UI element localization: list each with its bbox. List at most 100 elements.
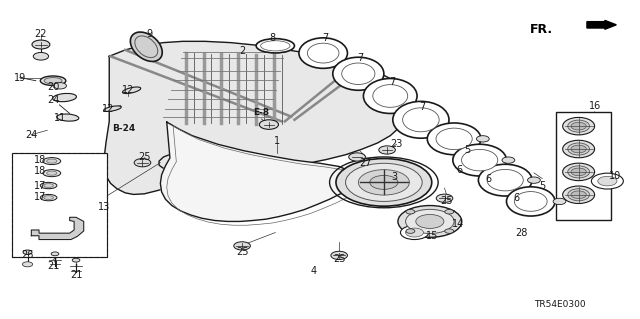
Ellipse shape xyxy=(506,187,555,216)
Circle shape xyxy=(406,209,454,234)
Circle shape xyxy=(398,205,462,237)
Circle shape xyxy=(527,177,540,183)
Text: B-24: B-24 xyxy=(112,124,135,133)
Text: TR54E0300: TR54E0300 xyxy=(534,300,586,309)
Ellipse shape xyxy=(568,120,589,132)
Polygon shape xyxy=(104,41,408,195)
Ellipse shape xyxy=(44,78,62,84)
Text: 25: 25 xyxy=(236,247,248,257)
Circle shape xyxy=(406,228,424,237)
FancyArrow shape xyxy=(587,20,616,29)
Ellipse shape xyxy=(260,41,290,51)
Ellipse shape xyxy=(568,189,589,201)
Text: 27: 27 xyxy=(360,158,372,168)
Circle shape xyxy=(259,120,278,129)
Ellipse shape xyxy=(364,78,417,114)
Ellipse shape xyxy=(563,140,595,158)
Text: 5: 5 xyxy=(465,145,470,155)
Ellipse shape xyxy=(436,128,472,150)
Ellipse shape xyxy=(373,85,408,107)
Ellipse shape xyxy=(299,38,348,68)
Ellipse shape xyxy=(43,170,61,177)
Text: 26: 26 xyxy=(21,250,34,260)
Circle shape xyxy=(416,214,444,228)
Circle shape xyxy=(445,229,454,233)
Ellipse shape xyxy=(51,252,59,256)
Text: E-8: E-8 xyxy=(253,108,269,117)
Ellipse shape xyxy=(333,57,384,90)
Text: 6: 6 xyxy=(456,165,462,175)
Text: 21: 21 xyxy=(47,261,60,271)
Polygon shape xyxy=(31,217,84,240)
Ellipse shape xyxy=(135,36,157,57)
Circle shape xyxy=(134,159,151,167)
Ellipse shape xyxy=(307,43,339,63)
Ellipse shape xyxy=(403,108,439,132)
Circle shape xyxy=(346,163,422,201)
Bar xyxy=(556,112,611,220)
Text: 12: 12 xyxy=(122,85,134,95)
Text: 16: 16 xyxy=(588,101,601,111)
Text: 5: 5 xyxy=(539,181,545,190)
Ellipse shape xyxy=(563,186,595,204)
Ellipse shape xyxy=(57,114,79,121)
Text: 20: 20 xyxy=(47,82,60,92)
Circle shape xyxy=(22,262,33,267)
Text: 18: 18 xyxy=(34,155,47,165)
Ellipse shape xyxy=(563,117,595,135)
Text: 8: 8 xyxy=(269,33,276,43)
Text: 6: 6 xyxy=(485,174,491,184)
Text: 2: 2 xyxy=(239,46,245,56)
Text: FR.: FR. xyxy=(530,23,553,36)
Text: 28: 28 xyxy=(515,228,527,238)
Ellipse shape xyxy=(568,166,589,178)
Text: 7: 7 xyxy=(419,102,426,112)
Circle shape xyxy=(553,198,566,204)
Ellipse shape xyxy=(104,106,122,111)
Text: 24: 24 xyxy=(25,130,38,140)
Text: 11: 11 xyxy=(54,113,66,122)
Circle shape xyxy=(591,173,623,189)
Circle shape xyxy=(331,251,348,260)
Text: 6: 6 xyxy=(514,193,520,203)
Text: 9: 9 xyxy=(147,29,152,39)
Ellipse shape xyxy=(43,158,61,165)
Circle shape xyxy=(406,210,415,214)
Ellipse shape xyxy=(44,184,53,188)
Text: 21: 21 xyxy=(70,271,82,280)
Circle shape xyxy=(234,242,250,250)
Ellipse shape xyxy=(40,195,57,201)
Text: 23: 23 xyxy=(390,139,403,149)
Ellipse shape xyxy=(44,196,53,199)
Text: 18: 18 xyxy=(34,166,47,176)
Text: 7: 7 xyxy=(357,53,364,63)
Circle shape xyxy=(336,159,432,206)
Circle shape xyxy=(445,210,454,214)
Circle shape xyxy=(370,175,398,189)
Circle shape xyxy=(436,194,453,202)
Bar xyxy=(12,153,107,257)
Circle shape xyxy=(598,176,617,186)
Text: 3: 3 xyxy=(391,172,397,182)
Text: 13: 13 xyxy=(98,202,110,211)
Ellipse shape xyxy=(393,101,449,138)
Circle shape xyxy=(401,226,429,240)
Ellipse shape xyxy=(131,32,163,62)
Text: 25: 25 xyxy=(138,152,150,162)
Circle shape xyxy=(571,145,586,153)
Text: 25: 25 xyxy=(333,254,346,263)
Ellipse shape xyxy=(461,149,498,171)
Ellipse shape xyxy=(122,87,141,93)
Ellipse shape xyxy=(478,164,532,196)
Circle shape xyxy=(571,122,586,130)
Polygon shape xyxy=(161,122,353,221)
Circle shape xyxy=(379,146,396,154)
Bar xyxy=(12,153,107,257)
Circle shape xyxy=(358,170,410,195)
Text: 10: 10 xyxy=(609,171,621,181)
Circle shape xyxy=(32,40,50,49)
Circle shape xyxy=(349,153,365,161)
Circle shape xyxy=(571,168,586,176)
Ellipse shape xyxy=(256,39,294,53)
Text: 24: 24 xyxy=(47,95,60,105)
